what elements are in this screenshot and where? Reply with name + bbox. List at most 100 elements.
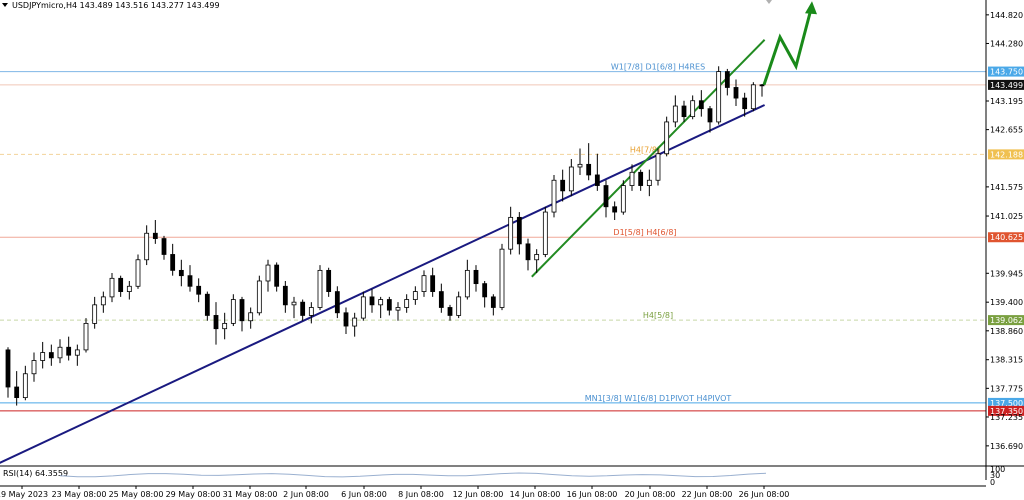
candle xyxy=(352,312,358,337)
candle xyxy=(178,259,184,287)
price-tick-label: 141.025 xyxy=(990,212,1023,221)
candle-body xyxy=(14,386,20,399)
candle xyxy=(438,283,444,313)
candle xyxy=(308,302,314,324)
time-tick-label: 6 Jun 08:00 xyxy=(341,490,387,499)
price-tag xyxy=(988,315,1024,326)
candle xyxy=(638,169,644,191)
candle xyxy=(48,344,54,366)
candle xyxy=(274,262,280,292)
candle xyxy=(456,291,462,319)
level-label: MN1[3/8] W1[6/8] D1PIVOT H4PIVOT xyxy=(585,394,732,403)
candle-body xyxy=(438,291,444,308)
candle xyxy=(187,265,193,292)
candle xyxy=(421,270,427,297)
candle-body xyxy=(412,291,418,300)
price-tag xyxy=(988,79,1024,90)
rsi-line xyxy=(59,472,767,478)
candle xyxy=(74,344,80,366)
candle-body xyxy=(551,179,557,213)
candle xyxy=(256,275,262,316)
candle-body xyxy=(638,171,644,186)
level-label: W1[7/8] D1[6/8] H4RES xyxy=(611,63,705,72)
candle-body xyxy=(92,304,98,324)
candle xyxy=(698,90,704,117)
candle-body xyxy=(265,264,271,282)
candle-body xyxy=(516,216,522,245)
candle-body xyxy=(664,121,670,155)
candle-body xyxy=(326,269,332,292)
header-dropdown-icon[interactable] xyxy=(2,3,8,7)
candle xyxy=(239,296,245,332)
candlesticks xyxy=(5,66,765,406)
candle-body xyxy=(369,296,375,306)
price-tick-label: 136.690 xyxy=(990,442,1023,451)
candle xyxy=(152,220,158,244)
candle xyxy=(690,95,696,120)
candle xyxy=(14,371,20,406)
candle xyxy=(716,66,722,125)
candle-body xyxy=(256,280,262,314)
time-tick-label: 16 Jun 08:00 xyxy=(567,490,618,499)
candle xyxy=(100,291,106,313)
candle xyxy=(473,265,479,292)
candle-body xyxy=(508,216,514,250)
candle xyxy=(300,299,306,321)
candle-body xyxy=(100,296,106,306)
price-tick-label: 143.195 xyxy=(990,97,1023,106)
candle-body xyxy=(248,312,254,322)
candle xyxy=(664,116,670,157)
candle-body xyxy=(5,349,11,388)
candle-body xyxy=(542,211,548,255)
candle-body xyxy=(620,185,626,213)
level-label: H4[7/8] xyxy=(630,145,660,154)
candle xyxy=(343,307,349,334)
rsi-tick-label: 0 xyxy=(990,478,995,487)
candle xyxy=(144,225,150,266)
price-tag-label: 143.750 xyxy=(990,68,1023,77)
candle-body xyxy=(204,293,210,316)
candle-body xyxy=(378,299,384,306)
candle-body xyxy=(144,232,150,261)
candle-body xyxy=(534,254,540,261)
candle xyxy=(490,294,496,316)
candle xyxy=(83,318,89,353)
candle xyxy=(282,280,288,313)
time-tick-label: 29 May 08:00 xyxy=(166,490,221,499)
time-tick-label: 25 May 08:00 xyxy=(109,490,164,499)
time-tick-label: 22 Jun 08:00 xyxy=(682,490,733,499)
candle xyxy=(612,201,618,221)
candle-body xyxy=(386,299,392,311)
candle-body xyxy=(83,322,89,351)
candle-body xyxy=(308,307,314,316)
candle-body xyxy=(126,285,132,292)
time-tick-label: 14 Jun 08:00 xyxy=(510,490,561,499)
candle xyxy=(759,83,765,97)
candle xyxy=(534,249,540,274)
price-tick-label: 137.775 xyxy=(990,384,1023,393)
candle xyxy=(560,169,566,202)
candle xyxy=(135,254,141,289)
level-label: D1[5/8] H4[6/8] xyxy=(613,228,676,237)
scroll-marker-icon xyxy=(766,0,772,4)
candle-body xyxy=(456,296,462,316)
symbol-header: USDJPYmicro,H4 143.489 143.516 143.277 1… xyxy=(12,1,220,10)
candle xyxy=(118,275,124,297)
forecast-arrowhead xyxy=(805,1,817,15)
forecast-line xyxy=(762,4,814,86)
candle xyxy=(196,278,202,303)
candle xyxy=(464,259,470,300)
candle-body xyxy=(421,275,427,292)
time-tick-label: 31 May 08:00 xyxy=(223,490,278,499)
candle-body xyxy=(170,254,176,271)
price-tick-label: 139.400 xyxy=(990,298,1023,307)
candle-body xyxy=(464,269,470,298)
candle-body xyxy=(222,322,228,330)
candle-body xyxy=(230,299,236,324)
candle xyxy=(360,291,366,321)
candle xyxy=(40,341,46,369)
candle xyxy=(733,79,739,107)
time-tick-label: 20 Jun 08:00 xyxy=(625,490,676,499)
